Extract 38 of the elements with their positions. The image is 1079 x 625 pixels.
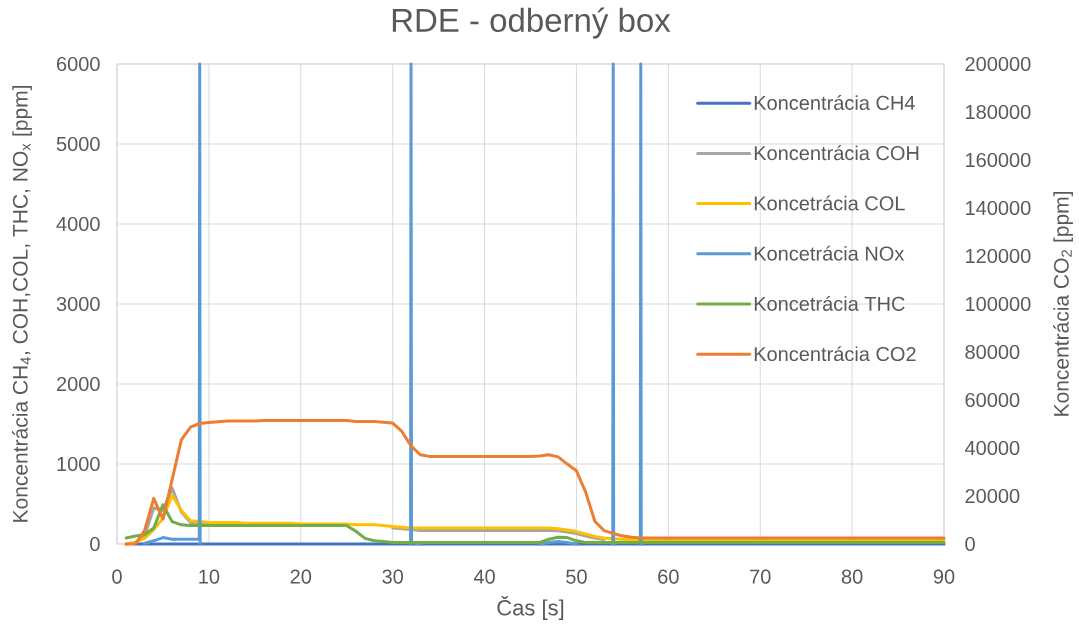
x-tick-label: 0 [112, 569, 122, 584]
y2-axis-title: Koncentrácia CO$_{2}$ [ppm] [1053, 192, 1073, 416]
y-tick-label: 4000 [56, 216, 100, 232]
x-tick-label: 70 [750, 569, 771, 584]
x-tick-label: 30 [382, 569, 404, 584]
chart-title: RDE - odberný box [392, 7, 671, 39]
y2-tick-label: 0 [965, 536, 975, 552]
x-axis-title: Čas [s] [497, 596, 564, 620]
legend-label: Koncentrácia COH [754, 145, 919, 161]
y-tick-label: 0 [90, 536, 100, 552]
legend-label: Koncetrácia NOx [754, 245, 905, 261]
y2-tick-label: 40000 [964, 440, 1020, 456]
y-tick-label: 6000 [57, 56, 100, 72]
legend-label: Koncentrácia CH4 [754, 95, 915, 110]
y-tick-label: 2000 [56, 376, 100, 392]
x-tick-label: 90 [933, 569, 955, 584]
x-tick-label: 80 [841, 569, 863, 584]
y2-tick-label: 200000 [965, 56, 1031, 72]
y2-tick-label: 80000 [965, 344, 1020, 360]
legend-label: Koncetrácia THC [754, 295, 905, 311]
x-tick-label: 50 [566, 569, 587, 584]
y2-tick-label: 60000 [965, 392, 1020, 408]
y2-tick-label: 180000 [966, 104, 1031, 120]
y-axis-title: Koncentrácia CH$_{4}$, COH,COL, THC, NO$_{x}$ [ppm] [12, 86, 32, 522]
x-tick-label: 10 [199, 569, 220, 584]
y-tick-label: 5000 [56, 136, 100, 152]
legend-label: Koncetrácia COL [754, 195, 905, 211]
y2-tick-label: 20000 [965, 488, 1020, 504]
y2-tick-label: 160000 [966, 152, 1031, 168]
y2-tick-label: 120000 [966, 248, 1031, 264]
y2-tick-label: 140000 [966, 200, 1031, 216]
y-tick-label: 3000 [56, 296, 100, 312]
y-tick-label: 1000 [57, 456, 100, 472]
x-tick-label: 60 [658, 569, 679, 584]
x-tick-label: 40 [473, 569, 495, 584]
x-tick-label: 20 [290, 569, 312, 584]
y2-tick-label: 100000 [966, 296, 1031, 312]
legend-label: Koncentrácia CO2 [754, 346, 916, 362]
